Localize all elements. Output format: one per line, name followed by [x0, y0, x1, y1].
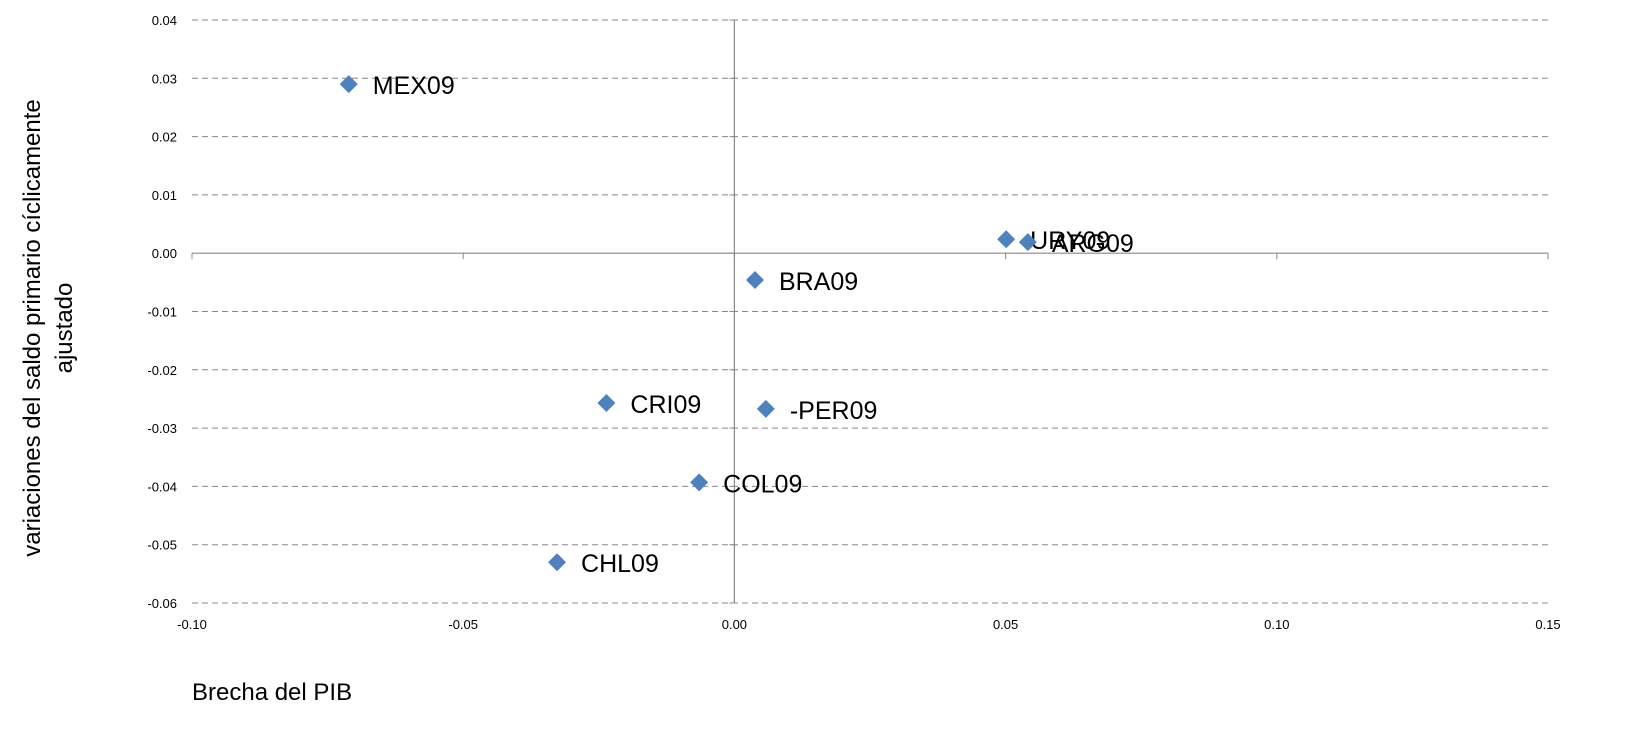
y-tick-label: -0.05: [147, 538, 177, 553]
x-tick-label: -0.10: [177, 617, 207, 632]
x-tick-label: -0.05: [448, 617, 478, 632]
y-axis-label: ajustado: [51, 283, 78, 374]
point-label: BRA09: [779, 268, 858, 296]
point-label: CRI09: [630, 391, 701, 419]
point: [746, 271, 765, 290]
point: [597, 394, 616, 413]
y-tick-label: 0.04: [152, 13, 177, 28]
point-label: -PER09: [790, 397, 878, 425]
y-tick-label: -0.03: [147, 421, 177, 436]
y-tick-label: -0.04: [147, 479, 177, 494]
point: [1018, 233, 1037, 252]
point-label: URY09: [1030, 227, 1110, 255]
x-tick-label: 0.15: [1535, 617, 1560, 632]
x-tick-label: 0.00: [722, 617, 747, 632]
point: [690, 473, 709, 492]
x-tick-label: 0.05: [993, 617, 1018, 632]
point-label: ARG09: [1052, 230, 1134, 258]
y-tick-label: 0.02: [152, 130, 177, 145]
point: [756, 399, 775, 418]
point-label: COL09: [723, 470, 802, 498]
y-tick-label: -0.06: [147, 596, 177, 611]
y-axis-label: variaciones del saldo primario cíclicame…: [19, 99, 46, 557]
y-tick-label: 0.03: [152, 71, 177, 86]
y-tick-label: 0.00: [152, 246, 177, 261]
point-label: CHL09: [581, 550, 659, 578]
point: [548, 553, 567, 572]
y-tick-label: -0.01: [147, 305, 177, 320]
y-tick-label: -0.02: [147, 363, 177, 378]
y-tick-label: 0.01: [152, 188, 177, 203]
x-tick-label: 0.10: [1264, 617, 1289, 632]
point: [997, 230, 1016, 249]
point: [339, 75, 358, 94]
x-axis-label: Brecha del PIB: [192, 679, 352, 706]
point-label: MEX09: [373, 72, 455, 100]
